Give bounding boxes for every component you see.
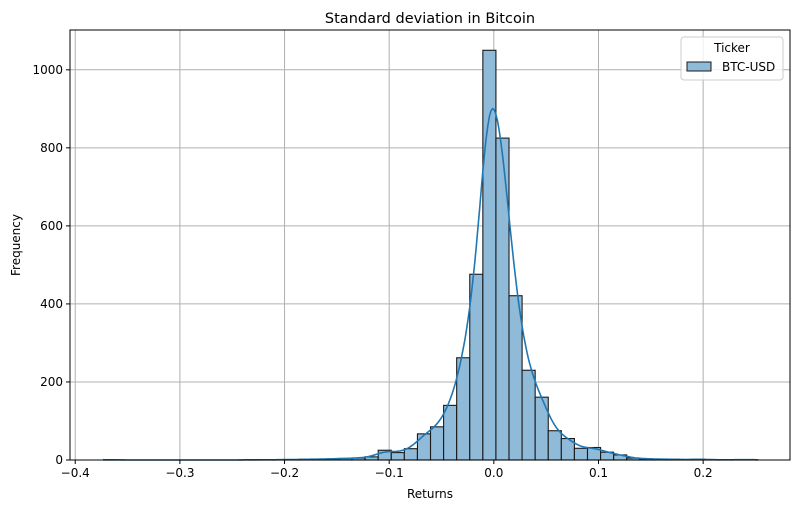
bars <box>103 50 757 460</box>
legend-swatch <box>687 62 711 71</box>
y-axis-label: Frequency <box>9 214 23 276</box>
x-tick-label: −0.4 <box>61 466 90 480</box>
histogram-bar <box>522 370 535 460</box>
histogram-bar <box>574 448 587 460</box>
chart-title: Standard deviation in Bitcoin <box>325 11 535 27</box>
legend-title: Ticker <box>713 41 750 55</box>
x-tick-label: 0.0 <box>484 466 503 480</box>
x-axis-label: Returns <box>407 487 453 501</box>
y-tick-label: 600 <box>40 219 63 233</box>
y-tick-label: 1000 <box>32 63 63 77</box>
legend-entry-btc-usd: BTC-USD <box>722 60 775 74</box>
histogram-bar <box>483 50 496 460</box>
y-tick-label: 0 <box>55 453 63 467</box>
grid <box>70 30 790 460</box>
x-tick-label: 0.2 <box>694 466 713 480</box>
x-tick-label: −0.2 <box>270 466 299 480</box>
y-tick-label: 200 <box>40 375 63 389</box>
histogram-bar <box>417 434 430 460</box>
plot-frame <box>70 30 790 460</box>
histogram-bar <box>509 296 522 460</box>
histogram-bar <box>391 453 404 460</box>
legend: Ticker BTC-USD <box>681 37 783 80</box>
histogram-bar <box>431 427 444 460</box>
x-tick-label: −0.1 <box>375 466 404 480</box>
histogram-bar <box>496 138 509 460</box>
x-axis-ticks: −0.4 −0.3 −0.2 −0.1 0.0 0.1 0.2 <box>61 460 713 480</box>
kde-line <box>104 109 758 460</box>
y-axis-ticks: 0 200 400 600 800 1000 <box>32 63 70 467</box>
histogram-bar <box>444 405 457 460</box>
y-tick-label: 800 <box>40 141 63 155</box>
histogram-bar <box>404 449 417 460</box>
histogram-bar <box>470 274 483 460</box>
x-tick-label: −0.3 <box>165 466 194 480</box>
histogram-bar <box>548 431 561 460</box>
x-tick-label: 0.1 <box>589 466 608 480</box>
y-tick-label: 400 <box>40 297 63 311</box>
